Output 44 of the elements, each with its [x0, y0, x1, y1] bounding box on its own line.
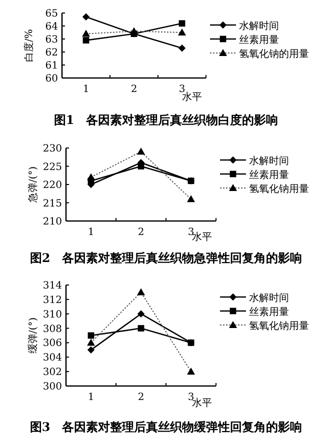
legend-label: 氢氧化钠的用量: [239, 48, 309, 60]
x-tick-label: 3: [188, 392, 194, 403]
legend-label: 水解时间: [239, 20, 279, 32]
y-tick-label: 310: [42, 309, 62, 320]
y-tick-label: 65: [45, 8, 58, 20]
y-tick-label: 62: [45, 48, 58, 58]
x-axis-title: 水平: [192, 397, 212, 409]
y-tick-label: 60: [45, 74, 58, 84]
y-tick-label: 302: [42, 367, 62, 378]
y-tick-label: 308: [42, 324, 62, 335]
y-tick-label: 220: [42, 180, 62, 191]
x-tick-label: 2: [138, 227, 144, 238]
y-tick-label: 300: [42, 382, 62, 392]
legend-label: 水解时间: [249, 155, 289, 167]
text: 图3 各因素对整理后真丝织物缓弹性回复角的影响: [30, 420, 302, 434]
y-tick-label: 312: [42, 294, 62, 306]
y-axis-title: 急弹/(°): [27, 166, 39, 204]
legend-label: 水解时间: [249, 292, 289, 304]
text: 图1 各因素对整理后真丝织物白度的影响: [54, 113, 278, 127]
y-tick-label: 64: [45, 22, 58, 32]
y-axis-title: 缓弹/(°): [27, 317, 39, 354]
x-tick-label: 2: [138, 392, 144, 403]
y-tick-label: 314: [42, 280, 62, 292]
y-axis-title: 白度/%: [23, 29, 35, 62]
legend-label: 丝素用量: [249, 306, 289, 318]
x-tick-label: 2: [130, 84, 138, 95]
y-tick-label: 230: [42, 144, 62, 154]
y-tick-label: 225: [42, 162, 62, 173]
text: 图2 各因素对整理后真丝织物急弹性回复角的影响: [30, 251, 302, 265]
y-tick-label: 63: [45, 34, 58, 46]
legend-label: 氢氧化钠用量: [249, 320, 309, 332]
y-tick-label: 304: [42, 352, 62, 364]
y-tick-label: 306: [42, 338, 62, 350]
x-tick-label: 1: [88, 227, 94, 238]
x-axis-title: 水平: [192, 231, 212, 243]
legend-label: 丝素用量: [249, 169, 289, 181]
legend-label: 氢氧化钠用量: [249, 183, 309, 195]
y-tick-label: 61: [45, 60, 58, 72]
y-tick-label: 210: [42, 216, 62, 228]
y-tick-label: 215: [42, 198, 62, 210]
x-tick-label: 3: [188, 227, 194, 238]
x-tick-label: 1: [82, 84, 90, 95]
legend-label: 丝素用量: [239, 34, 279, 46]
x-tick-label: 1: [88, 392, 94, 403]
